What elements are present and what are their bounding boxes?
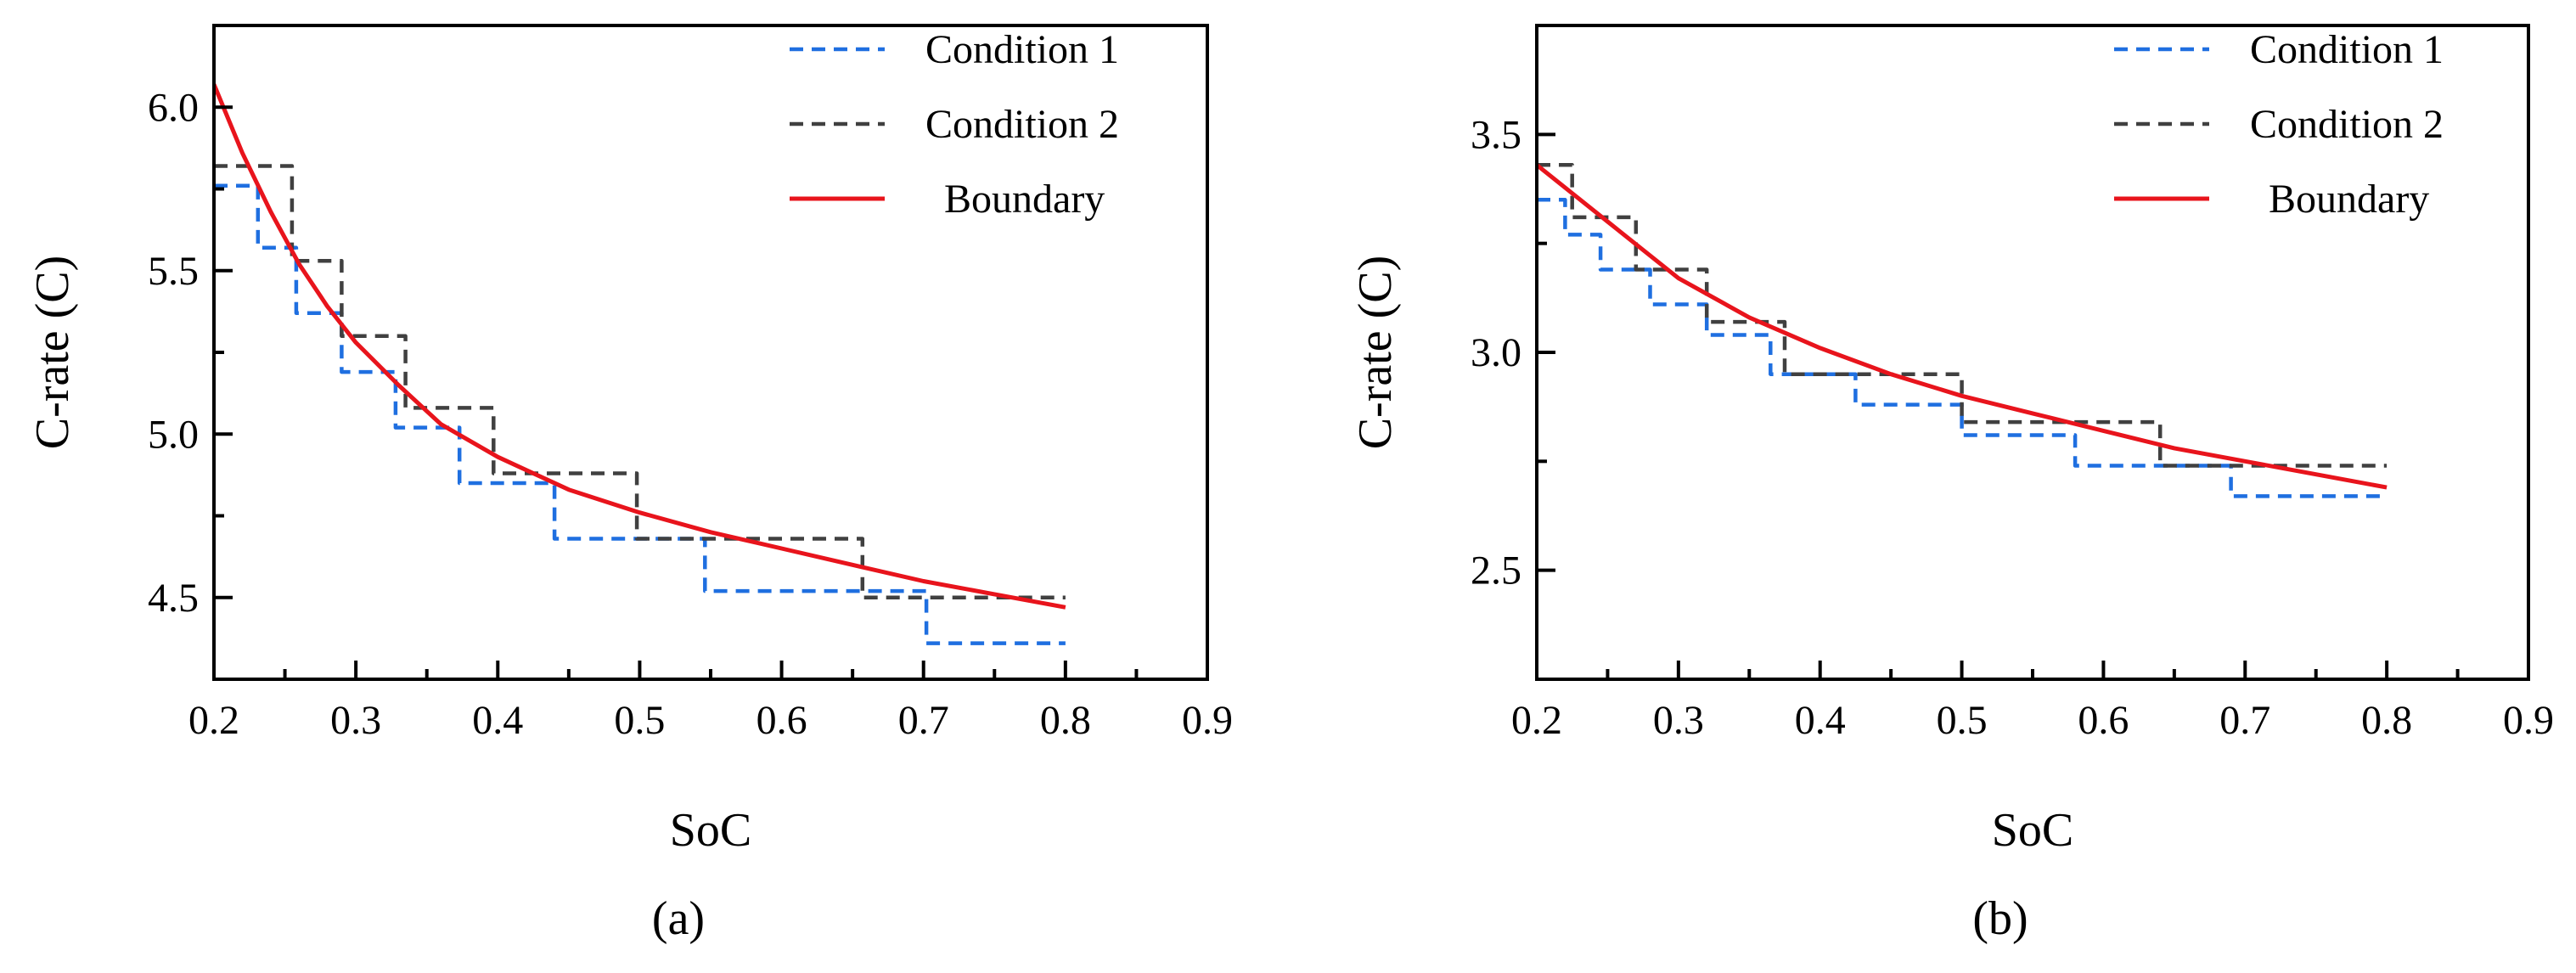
panel-a-x-tick-label: 0.5 bbox=[614, 698, 665, 743]
panel-a-y-tick-label: 6.0 bbox=[148, 85, 199, 130]
panel-a-legend-label: Condition 1 bbox=[925, 27, 1119, 72]
panel-a-series-boundary bbox=[214, 83, 1066, 610]
panel-b-x-tick-label: 0.4 bbox=[1795, 698, 1846, 743]
panel-b-x-tick-label: 0.2 bbox=[1511, 698, 1562, 743]
panel-a: 0.2 0.3 0.4 0.5 0.6 0.7 0.8 0.9 4.5 5.0 5.5 6.0 SoC C… bbox=[26, 24, 1233, 945]
panel-b-x-tick-label: 0.6 bbox=[2078, 698, 2129, 743]
panel-a-y-tick-label: 5.5 bbox=[148, 249, 199, 294]
panel-a-legend-label: Boundary bbox=[944, 177, 1105, 222]
panel-b-y-tick-label: 3.5 bbox=[1471, 112, 1521, 157]
panel-a-x-tick-label: 0.7 bbox=[898, 698, 949, 743]
panel-b-legend-label: Condition 2 bbox=[2250, 102, 2444, 147]
panel-a-x-tick-label: 0.4 bbox=[472, 698, 523, 743]
panel-a-series bbox=[214, 83, 1066, 645]
panel-b-x-tick-label: 0.9 bbox=[2503, 698, 2554, 743]
panel-a-y-tick-label: 5.0 bbox=[148, 412, 199, 457]
panel-a-x-axis-label: SoC bbox=[670, 804, 752, 857]
panel-b-series-boundary bbox=[1537, 163, 2388, 490]
panel-b-label: (b) bbox=[1972, 892, 2028, 945]
panel-a-series-condition-2 bbox=[214, 164, 1066, 600]
panel-a-y-tick-label: 4.5 bbox=[148, 576, 199, 621]
panel-b-x-tick-label: 0.7 bbox=[2219, 698, 2270, 743]
panel-b-legend: Condition 1 Condition 2 Boundary bbox=[2114, 27, 2444, 222]
panel-a-y-axis-label: C-rate (C) bbox=[26, 256, 79, 450]
panel-a-x-tick-label: 0.8 bbox=[1040, 698, 1091, 743]
panel-b-x-tick-label: 0.3 bbox=[1653, 698, 1704, 743]
panel-b-series bbox=[1537, 163, 2388, 498]
panel-a-x-tick-label: 0.2 bbox=[188, 698, 239, 743]
panel-b-legend-label: Condition 1 bbox=[2250, 27, 2444, 72]
panel-b-y-axis-label: C-rate (C) bbox=[1349, 256, 1402, 450]
panel-b-x-tick-label: 0.5 bbox=[1937, 698, 1988, 743]
panel-a-legend: Condition 1 Condition 2 Boundary bbox=[790, 27, 1119, 222]
panel-a-label: (a) bbox=[652, 892, 705, 945]
panel-a-x-tick-label: 0.9 bbox=[1182, 698, 1233, 743]
panel-a-x-tick-label: 0.3 bbox=[330, 698, 381, 743]
panel-b-series-condition-1 bbox=[1537, 198, 2388, 498]
panel-b-y-tick-label: 3.0 bbox=[1471, 330, 1521, 375]
panel-b: 0.2 0.3 0.4 0.5 0.6 0.7 0.8 0.9 2.5 3.0 3.5 SoC C-ra… bbox=[1349, 24, 2554, 945]
panel-a-x-tick-label: 0.6 bbox=[756, 698, 807, 743]
panel-a-series-condition-1 bbox=[214, 183, 1066, 645]
panel-a-legend-label: Condition 2 bbox=[925, 102, 1119, 147]
panel-b-x-axis-label: SoC bbox=[1992, 804, 2074, 857]
panel-b-x-tick-label: 0.8 bbox=[2361, 698, 2412, 743]
panel-b-y-tick-label: 2.5 bbox=[1471, 548, 1521, 593]
panel-b-legend-label: Boundary bbox=[2269, 177, 2429, 222]
panel-b-series-condition-2 bbox=[1537, 163, 2388, 468]
